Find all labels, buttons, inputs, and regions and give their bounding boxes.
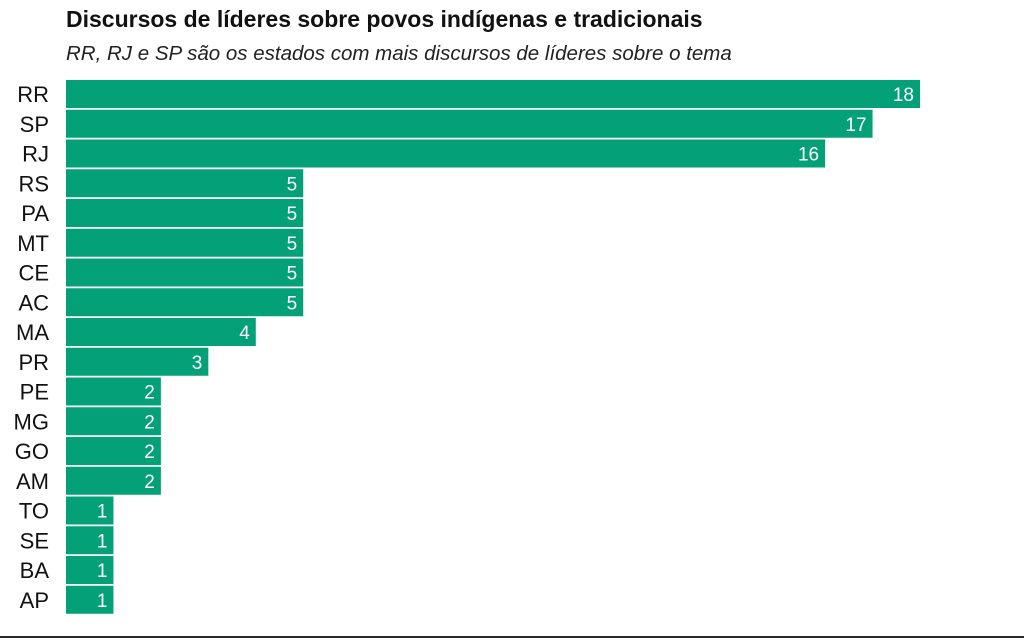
category-label-pr: PR xyxy=(18,350,49,375)
category-label-pe: PE xyxy=(20,380,49,405)
value-label-ma: 4 xyxy=(239,323,250,344)
bar-rj xyxy=(66,139,826,168)
value-label-to: 1 xyxy=(97,502,108,523)
category-label-mg: MG xyxy=(14,409,49,434)
value-label-ce: 5 xyxy=(287,264,298,285)
category-label-ce: CE xyxy=(18,261,49,286)
category-label-rr: RR xyxy=(17,82,49,107)
value-label-go: 2 xyxy=(144,442,155,463)
category-label-ba: BA xyxy=(20,558,50,583)
category-label-ap: AP xyxy=(20,588,49,613)
bar-ac xyxy=(66,288,304,317)
value-label-pe: 2 xyxy=(144,383,155,404)
bar-pa xyxy=(66,199,304,227)
bar-rs xyxy=(66,169,304,198)
category-label-rs: RS xyxy=(18,171,49,196)
category-label-to: TO xyxy=(19,499,49,524)
chart-title: Discursos de líderes sobre povos indígen… xyxy=(66,6,703,32)
bar-sp xyxy=(66,109,873,138)
bar-ap xyxy=(66,585,114,614)
category-label-pa: PA xyxy=(21,201,49,226)
value-label-sp: 17 xyxy=(845,115,866,136)
category-label-go: GO xyxy=(15,439,49,464)
value-label-pr: 3 xyxy=(192,353,203,374)
bar-pe xyxy=(66,377,161,406)
category-label-mt: MT xyxy=(17,231,49,256)
value-label-rj: 16 xyxy=(798,145,819,166)
bottom-divider xyxy=(0,636,1024,638)
category-label-ma: MA xyxy=(16,320,49,345)
bar-ma xyxy=(66,318,256,346)
category-label-rj: RJ xyxy=(22,142,49,167)
bar-ce xyxy=(66,258,304,287)
value-label-se: 1 xyxy=(97,531,108,552)
chart-subtitle: RR, RJ e SP são os estados com mais disc… xyxy=(66,42,732,65)
value-label-mg: 2 xyxy=(144,412,155,433)
value-label-rs: 5 xyxy=(287,174,298,195)
bar-am xyxy=(66,466,161,495)
category-label-am: AM xyxy=(16,469,49,494)
bar-se xyxy=(66,526,114,555)
bar-pr xyxy=(66,347,209,376)
bar-ba xyxy=(66,556,114,584)
category-label-se: SE xyxy=(20,528,49,553)
bar-mt xyxy=(66,228,304,257)
value-label-am: 2 xyxy=(144,472,155,493)
value-label-mt: 5 xyxy=(287,234,298,255)
category-label-sp: SP xyxy=(20,112,49,137)
value-label-ac: 5 xyxy=(287,293,298,314)
bar-go xyxy=(66,437,161,465)
bar-mg xyxy=(66,407,161,436)
bar-rr xyxy=(66,80,920,108)
value-label-ap: 1 xyxy=(97,591,108,612)
category-label-ac: AC xyxy=(18,290,49,315)
value-label-pa: 5 xyxy=(287,204,298,225)
value-label-ba: 1 xyxy=(97,561,108,582)
value-label-rr: 18 xyxy=(893,85,914,106)
bar-to xyxy=(66,496,114,525)
